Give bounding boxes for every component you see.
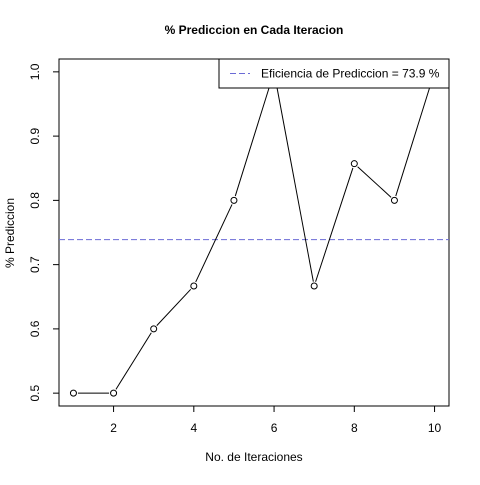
y-tick-label-0.9: 0.9 [28, 127, 42, 144]
x-tick-label-10: 10 [428, 421, 442, 435]
series-segment-3 [156, 288, 192, 326]
data-point-8 [350, 160, 358, 168]
series-segment-4 [195, 204, 233, 283]
y-tick-label-1: 1.0 [28, 63, 42, 80]
series-segment-7 [315, 167, 354, 282]
x-tick-label-4: 4 [190, 421, 197, 435]
series-segment-6 [274, 76, 314, 282]
y-axis-label: % Prediccion [3, 198, 17, 268]
data-point-4 [190, 282, 198, 290]
data-point-1 [69, 389, 77, 397]
data-point-7 [310, 282, 318, 290]
data-point-9 [390, 196, 398, 204]
x-tick-label-8: 8 [351, 421, 358, 435]
y-tick-label-0.6: 0.6 [28, 320, 42, 337]
legend-box [218, 58, 450, 89]
series-segment-2 [115, 332, 152, 390]
data-point-3 [150, 325, 158, 333]
series-segment-5 [234, 75, 274, 197]
legend-label: Eficiencia de Prediccion = 73.9 % [261, 67, 440, 81]
x-tick-label-6: 6 [271, 421, 278, 435]
series-segment-9 [395, 75, 434, 197]
data-point-2 [110, 389, 118, 397]
y-tick-label-0.8: 0.8 [28, 192, 42, 209]
y-tick-label-0.5: 0.5 [28, 384, 42, 401]
plot-area: 2 4 6 8 10 0.5 0.6 0.7 0.8 0.9 1.0 Eficiencia de Pr… [28, 58, 450, 435]
data-point-5 [230, 196, 238, 204]
x-axis-label: No. de Iteraciones [205, 450, 302, 464]
chart-title: % Prediccion en Cada Iteracion [165, 23, 344, 37]
x-tick-label-2: 2 [110, 421, 117, 435]
series-segment-8 [357, 166, 392, 198]
y-tick-label-0.7: 0.7 [28, 256, 42, 273]
